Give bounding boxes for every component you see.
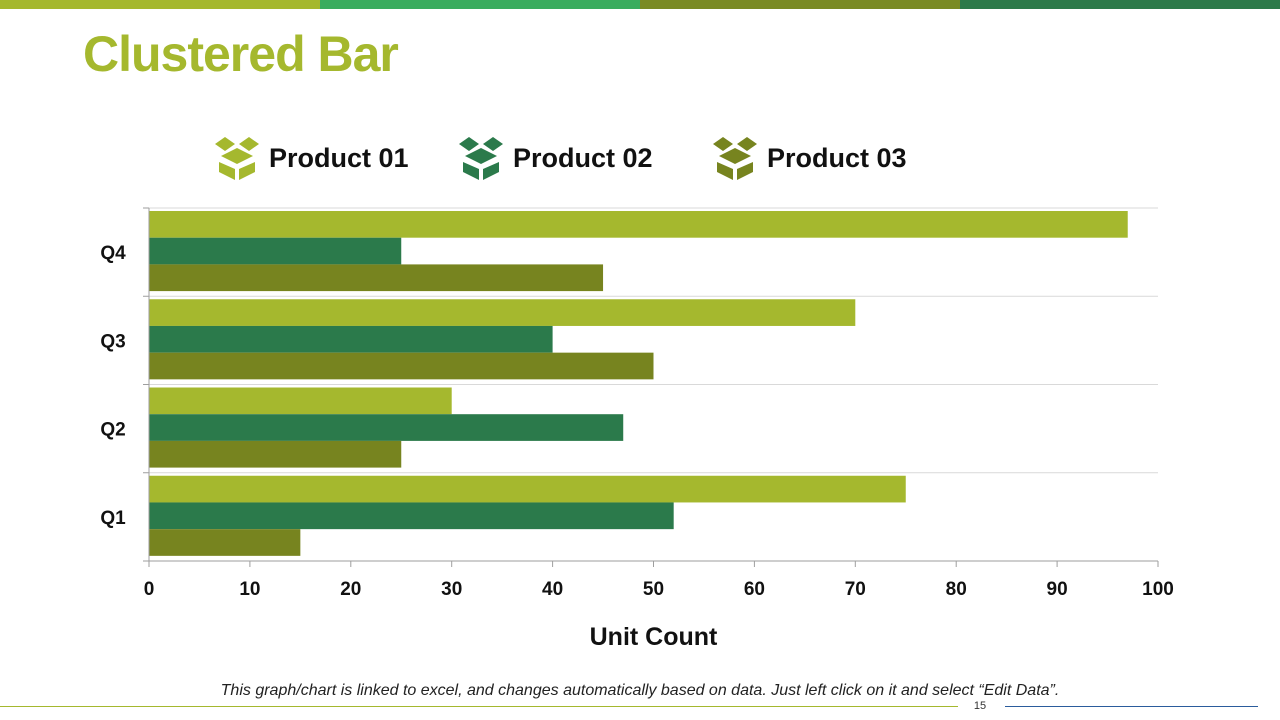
x-tick-label: 10 xyxy=(239,579,260,600)
bar-q3-product-03[interactable] xyxy=(149,352,654,380)
bar-q4-product-02[interactable] xyxy=(149,237,402,265)
page-number: 15 xyxy=(973,700,987,712)
bar-q1-product-01[interactable] xyxy=(149,475,906,503)
bar-q3-product-02[interactable] xyxy=(149,325,553,353)
legend-label: Product 02 xyxy=(513,142,653,173)
legend-item-product-01[interactable]: Product 01 xyxy=(213,136,409,180)
bar-q2-product-03[interactable] xyxy=(149,440,402,468)
bar-q1-product-02[interactable] xyxy=(149,502,674,530)
y-tick-label: Q1 xyxy=(100,508,126,529)
x-tick-label: 70 xyxy=(845,579,866,600)
legend-label: Product 03 xyxy=(767,142,907,173)
slide-title: Clustered Bar xyxy=(83,26,399,82)
top-bar-segment-2 xyxy=(320,0,640,9)
top-bar-segment-1 xyxy=(0,0,320,9)
top-color-bar xyxy=(0,0,1280,9)
x-tick-label: 0 xyxy=(144,579,155,600)
x-tick-label: 100 xyxy=(1142,579,1174,600)
legend-item-product-03[interactable]: Product 03 xyxy=(711,136,907,180)
x-tick-label: 20 xyxy=(340,579,361,600)
legend-item-product-02[interactable]: Product 02 xyxy=(457,136,653,180)
footer-line-left xyxy=(0,706,958,707)
footer-note: This graph/chart is linked to excel, and… xyxy=(220,682,1060,699)
x-axis-title: Unit Count xyxy=(590,623,718,651)
box-icon xyxy=(713,137,757,180)
x-tick-label: 60 xyxy=(744,579,765,600)
footer-line-right xyxy=(1005,706,1258,707)
bar-q3-product-01[interactable] xyxy=(149,299,856,326)
legend-label: Product 01 xyxy=(269,142,409,173)
top-bar-segment-3 xyxy=(640,0,960,9)
bar-q2-product-02[interactable] xyxy=(149,414,624,441)
x-tick-label: 50 xyxy=(643,579,664,600)
y-tick-label: Q4 xyxy=(100,243,126,264)
top-bar-segment-4 xyxy=(960,0,1280,9)
bar-q4-product-01[interactable] xyxy=(149,211,1128,238)
box-icon xyxy=(215,137,259,180)
bar-q4-product-03[interactable] xyxy=(149,264,604,292)
bar-q2-product-01[interactable] xyxy=(149,387,452,415)
x-tick-label: 90 xyxy=(1047,579,1068,600)
x-tick-label: 40 xyxy=(542,579,563,600)
x-tick-label: 30 xyxy=(441,579,462,600)
bar-q1-product-03[interactable] xyxy=(149,529,301,556)
x-tick-label: 80 xyxy=(946,579,967,600)
box-icon xyxy=(459,137,503,180)
y-tick-label: Q2 xyxy=(100,420,125,441)
y-tick-label: Q3 xyxy=(100,331,125,352)
